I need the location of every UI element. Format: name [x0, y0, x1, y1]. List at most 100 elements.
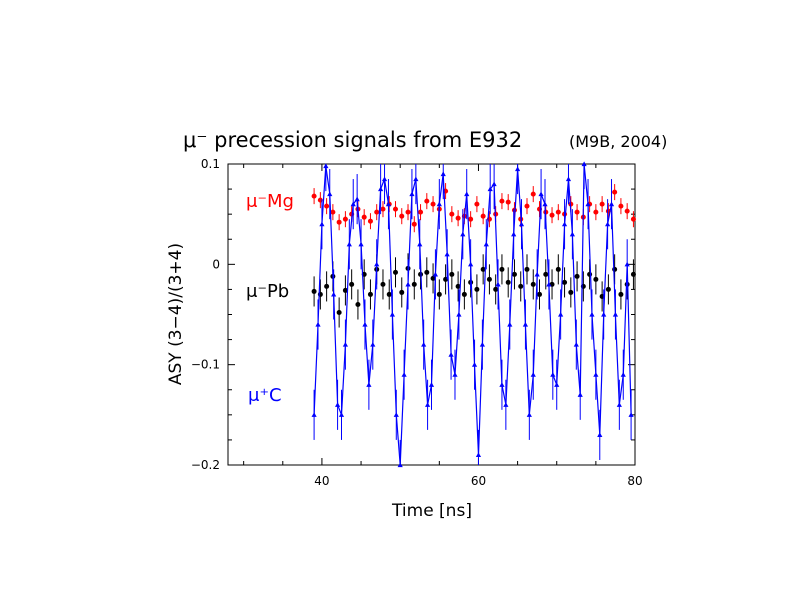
data-point	[311, 412, 317, 417]
data-point	[411, 221, 417, 227]
data-point	[550, 372, 556, 377]
data-point	[409, 191, 415, 197]
data-point	[358, 241, 364, 247]
data-point	[555, 209, 561, 215]
data-point	[618, 291, 624, 297]
data-point	[479, 342, 485, 347]
data-point	[440, 171, 446, 177]
data-point	[499, 198, 505, 204]
data-point	[605, 221, 611, 227]
data-point	[315, 321, 321, 327]
data-point	[491, 181, 497, 187]
data-point	[499, 266, 505, 272]
data-point	[405, 209, 411, 215]
data-point	[397, 462, 403, 468]
data-point	[493, 286, 499, 292]
data-point	[593, 209, 599, 215]
data-point	[432, 271, 439, 277]
data-point	[448, 352, 454, 357]
x-tick-label: 40	[314, 474, 329, 488]
data-point	[334, 402, 341, 407]
data-point	[574, 209, 580, 215]
data-point	[530, 281, 536, 287]
data-point	[624, 261, 630, 267]
data-point	[624, 208, 630, 214]
data-point	[311, 193, 317, 199]
data-point	[499, 382, 505, 387]
data-point	[475, 452, 482, 458]
data-point	[381, 176, 388, 182]
data-point	[374, 261, 380, 267]
data-point	[573, 342, 579, 347]
data-point	[568, 289, 574, 295]
data-point	[464, 191, 470, 197]
data-point	[620, 372, 626, 377]
data-point	[386, 291, 392, 297]
data-point	[436, 291, 442, 297]
data-point	[601, 311, 607, 317]
data-point	[524, 203, 530, 209]
data-point	[319, 221, 325, 227]
data-point	[486, 276, 492, 282]
data-point	[455, 215, 461, 221]
data-point	[378, 186, 384, 192]
data-point	[565, 176, 572, 182]
data-point	[350, 201, 356, 207]
data-point	[405, 281, 411, 287]
data-point	[608, 201, 615, 207]
data-point	[546, 281, 552, 287]
data-point	[401, 372, 407, 377]
series-2	[311, 161, 634, 468]
data-point	[411, 281, 417, 287]
data-point	[452, 372, 458, 377]
data-point	[324, 203, 330, 209]
data-point	[421, 342, 427, 347]
data-point	[374, 209, 380, 215]
data-point	[330, 209, 336, 215]
data-point	[474, 286, 480, 292]
data-point	[597, 432, 603, 437]
data-point	[449, 271, 455, 277]
data-point	[385, 201, 392, 207]
series-layer	[311, 161, 636, 468]
data-point	[483, 241, 489, 247]
y-tick-label: 0	[212, 257, 220, 271]
data-point	[581, 161, 587, 167]
data-point	[311, 288, 317, 294]
data-point	[518, 221, 525, 227]
data-point	[456, 311, 462, 317]
data-point	[543, 271, 549, 277]
data-point	[514, 166, 521, 172]
data-point	[468, 216, 474, 222]
y-tick-label: −0.1	[191, 358, 220, 372]
data-point	[327, 191, 333, 197]
y-axis: 0.1 0 −0.1 −0.2	[191, 157, 635, 472]
data-point	[503, 402, 509, 407]
data-point	[392, 269, 398, 275]
y-axis-label: ASY (3−4)/(3+4)	[166, 243, 186, 385]
data-point	[630, 216, 636, 222]
data-point	[593, 372, 599, 377]
data-point	[589, 311, 595, 317]
data-point	[392, 206, 398, 212]
data-point	[338, 412, 345, 417]
data-point	[342, 342, 349, 347]
data-point	[399, 213, 405, 219]
data-point	[367, 218, 373, 224]
data-point	[474, 201, 480, 207]
y-tick-label: 0.1	[201, 157, 220, 171]
data-point	[418, 209, 424, 215]
data-point	[380, 281, 386, 287]
data-point	[449, 211, 455, 217]
data-point	[618, 203, 624, 209]
data-point	[577, 392, 583, 397]
data-point	[526, 412, 532, 417]
data-point	[430, 201, 436, 207]
data-point	[507, 321, 513, 327]
data-point	[346, 241, 352, 247]
data-point	[336, 309, 342, 315]
data-point	[587, 271, 593, 277]
data-point	[558, 311, 564, 317]
data-point	[561, 221, 568, 227]
